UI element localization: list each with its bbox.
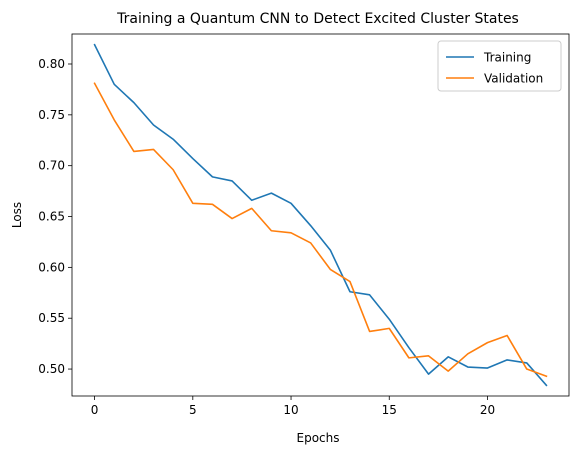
y-tick-label: 0.70 xyxy=(38,159,65,173)
x-tick-label: 10 xyxy=(283,403,298,417)
y-tick-label: 0.55 xyxy=(38,311,65,325)
plot-frame xyxy=(71,33,570,397)
plot-lines xyxy=(93,43,548,387)
x-axis-ticks: 0 5 10 15 20 xyxy=(91,396,495,417)
y-tick-label: 0.80 xyxy=(38,57,65,71)
x-tick-label: 5 xyxy=(189,403,197,417)
y-axis-label: Loss xyxy=(10,202,24,228)
y-axis-ticks: 0.50 0.55 0.60 0.65 0.70 0.75 0.80 xyxy=(38,57,72,376)
y-tick-label: 0.60 xyxy=(38,260,65,274)
y-tick-label: 0.75 xyxy=(38,108,65,122)
legend: Training Validation xyxy=(437,40,562,92)
series-line-validation xyxy=(93,82,548,378)
series-line-training xyxy=(93,43,548,387)
y-tick-label: 0.65 xyxy=(38,210,65,224)
x-tick-label: 0 xyxy=(91,403,99,417)
legend-label-validation: Validation xyxy=(484,72,543,86)
x-axis-label: Epochs xyxy=(297,431,340,445)
x-tick-label: 15 xyxy=(382,403,397,417)
x-tick-label: 20 xyxy=(480,403,495,417)
y-tick-label: 0.50 xyxy=(38,362,65,376)
legend-label-training: Training xyxy=(483,51,531,65)
chart-title: Training a Quantum CNN to Detect Excited… xyxy=(116,11,519,27)
